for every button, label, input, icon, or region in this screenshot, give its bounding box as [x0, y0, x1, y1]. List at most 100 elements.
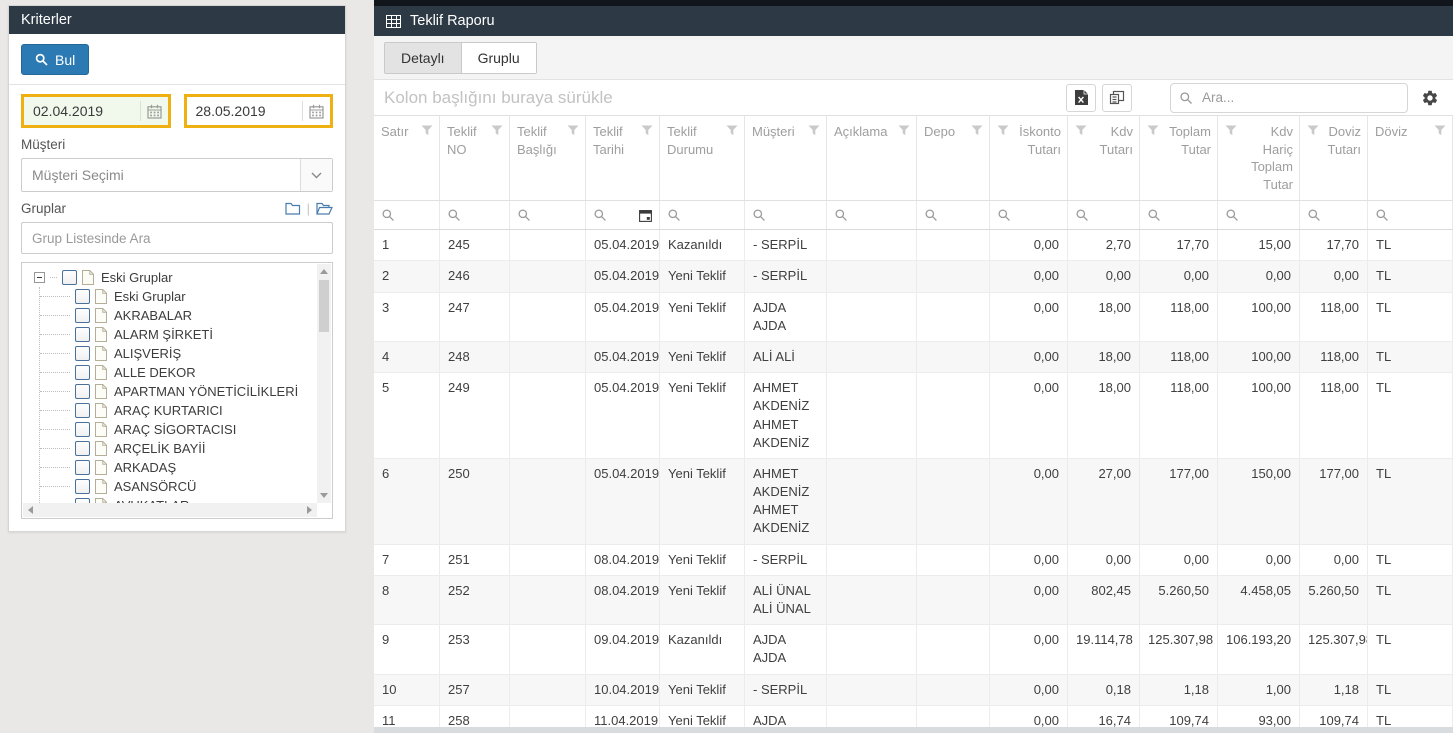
column-header[interactable]: Teklif NO	[440, 116, 510, 201]
scroll-down-arrow[interactable]	[320, 493, 328, 498]
filter-funnel-icon[interactable]	[898, 125, 910, 136]
collapse-expander-icon[interactable]	[34, 272, 45, 283]
column-chooser-button[interactable]	[1102, 83, 1132, 112]
tree-item[interactable]: APARTMAN YÖNETİCİLİKLERİ	[40, 382, 330, 401]
export-excel-button[interactable]	[1066, 83, 1096, 112]
filter-funnel-icon[interactable]	[491, 125, 503, 136]
column-filter-cell[interactable]	[586, 201, 660, 230]
column-header[interactable]: Depo	[917, 116, 990, 201]
filter-funnel-icon[interactable]	[726, 125, 738, 136]
column-header[interactable]: Kdv Tutarı	[1068, 116, 1140, 201]
calendar-icon[interactable]	[639, 209, 652, 222]
column-filter-cell[interactable]	[990, 201, 1068, 230]
table-row[interactable]: 1 245 05.04.2019 Kazanıldı - SERPİL 0,00 2,70 1…	[374, 230, 1453, 262]
table-row[interactable]: 3 247 05.04.2019 Yeni Teklif AJDA AJDA 0,00 18…	[374, 292, 1453, 342]
scroll-right-arrow[interactable]	[307, 506, 312, 514]
column-header[interactable]: Kdv Hariç Toplam Tutar	[1218, 116, 1300, 201]
column-header[interactable]: Doviz Tutarı	[1300, 116, 1368, 201]
tree-root-item[interactable]: Eski Gruplar	[34, 268, 330, 287]
chevron-down-icon[interactable]	[300, 159, 332, 191]
tree-item-checkbox[interactable]	[75, 479, 90, 494]
column-filter-cell[interactable]	[1218, 201, 1300, 230]
table-row[interactable]: 10 257 10.04.2019 Yeni Teklif - SERPİL 0,00 0,…	[374, 674, 1453, 706]
tree-item-checkbox[interactable]	[75, 346, 90, 361]
tree-vertical-scrollbar[interactable]	[317, 264, 331, 503]
date-from-field[interactable]	[21, 94, 171, 128]
group-search-input[interactable]	[21, 222, 333, 254]
tree-item[interactable]: ASANSÖRCÜ	[40, 477, 330, 496]
filter-funnel-icon[interactable]	[997, 125, 1009, 136]
column-filter-cell[interactable]	[440, 201, 510, 230]
tree-item[interactable]: ALLE DEKOR	[40, 363, 330, 382]
scroll-up-arrow[interactable]	[320, 269, 328, 274]
column-header[interactable]: Teklif Durumu	[660, 116, 745, 201]
filter-funnel-icon[interactable]	[1225, 125, 1237, 136]
tree-item-checkbox[interactable]	[75, 365, 90, 380]
tree-item-checkbox[interactable]	[75, 403, 90, 418]
column-header[interactable]: İskonto Tutarı	[990, 116, 1068, 201]
tree-item[interactable]: Eski Gruplar	[40, 287, 330, 306]
tree-item-checkbox[interactable]	[75, 327, 90, 342]
tree-item[interactable]: ARAÇ KURTARICI	[40, 401, 330, 420]
column-filter-cell[interactable]	[1368, 201, 1453, 230]
column-header[interactable]: Toplam Tutar	[1140, 116, 1218, 201]
filter-funnel-icon[interactable]	[641, 125, 653, 136]
tree-item[interactable]: ARÇELİK BAYİİ	[40, 439, 330, 458]
collapse-all-folder-icon[interactable]	[285, 202, 301, 215]
find-button[interactable]: Bul	[21, 44, 90, 75]
column-header[interactable]: Döviz	[1368, 116, 1453, 201]
column-drop-zone[interactable]: Kolon başlığını buraya sürükle	[384, 87, 613, 107]
column-header[interactable]: Müşteri	[745, 116, 827, 201]
column-header[interactable]: Satır	[374, 116, 440, 201]
table-row[interactable]: 4 248 05.04.2019 Yeni Teklif ALİ ALİ 0,00 18,0…	[374, 341, 1453, 374]
calendar-icon[interactable]	[302, 101, 330, 121]
filter-funnel-icon[interactable]	[1075, 125, 1087, 136]
filter-funnel-icon[interactable]	[1434, 125, 1446, 136]
column-header[interactable]: Açıklama	[827, 116, 917, 201]
tree-item-checkbox[interactable]	[75, 289, 90, 304]
tree-item-checkbox[interactable]	[75, 441, 90, 456]
column-header[interactable]: Teklif Tarihi	[586, 116, 660, 201]
tree-item[interactable]: ALARM ŞİRKETİ	[40, 325, 330, 344]
grid-search-input[interactable]	[1200, 89, 1399, 106]
column-filter-cell[interactable]	[660, 201, 745, 230]
filter-funnel-icon[interactable]	[971, 125, 983, 136]
table-row[interactable]: 9 253 09.04.2019 Kazanıldı AJDA AJDA 0,00 19.1…	[374, 625, 1453, 675]
filter-funnel-icon[interactable]	[567, 125, 579, 136]
table-row[interactable]: 8 252 08.04.2019 Yeni Teklif ALİ ÜNAL ALİ ÜN…	[374, 575, 1453, 626]
tree-item-checkbox[interactable]	[75, 460, 90, 475]
filter-funnel-icon[interactable]	[421, 125, 433, 136]
filter-funnel-icon[interactable]	[1307, 125, 1319, 136]
column-header[interactable]: Teklif Başlığı	[510, 116, 586, 201]
date-to-field[interactable]	[183, 94, 333, 128]
column-filter-cell[interactable]	[1300, 201, 1368, 230]
column-filter-cell[interactable]	[1068, 201, 1140, 230]
tree-item-checkbox[interactable]	[75, 384, 90, 399]
tree-item-checkbox[interactable]	[75, 422, 90, 437]
tree-item-checkbox[interactable]	[75, 308, 90, 323]
column-filter-cell[interactable]	[827, 201, 917, 230]
tree-item[interactable]: ARKADAŞ	[40, 458, 330, 477]
column-filter-cell[interactable]	[917, 201, 990, 230]
scroll-left-arrow[interactable]	[28, 506, 33, 514]
column-filter-cell[interactable]	[1140, 201, 1218, 230]
table-row[interactable]: 5 249 05.04.2019 Yeni Teklif AHMET AKDENİZ A…	[374, 373, 1453, 459]
filter-funnel-icon[interactable]	[1147, 125, 1159, 136]
tree-item[interactable]: ARAÇ SİGORTACISI	[40, 420, 330, 439]
date-to-input[interactable]	[186, 103, 302, 119]
scrollbar-thumb[interactable]	[319, 280, 329, 332]
tree-item[interactable]: AKRABALAR	[40, 306, 330, 325]
calendar-icon[interactable]	[139, 101, 168, 121]
customer-select[interactable]: Müşteri Seçimi	[21, 158, 333, 192]
tab-gruplu[interactable]: Gruplu	[461, 42, 536, 73]
column-filter-cell[interactable]	[374, 201, 440, 230]
column-filter-cell[interactable]	[510, 201, 586, 230]
settings-gear-icon[interactable]	[1421, 89, 1439, 107]
tree-item-checkbox[interactable]	[62, 270, 77, 285]
filter-funnel-icon[interactable]	[808, 125, 820, 136]
table-row[interactable]: 2 246 05.04.2019 Yeni Teklif - SERPİL 0,00 0,0…	[374, 261, 1453, 293]
tab-detayli[interactable]: Detaylı	[385, 42, 462, 73]
grid-bottom-scrollbar[interactable]	[374, 727, 1453, 733]
table-row[interactable]: 7 251 08.04.2019 Yeni Teklif - SERPİL 0,00 0,0…	[374, 544, 1453, 576]
